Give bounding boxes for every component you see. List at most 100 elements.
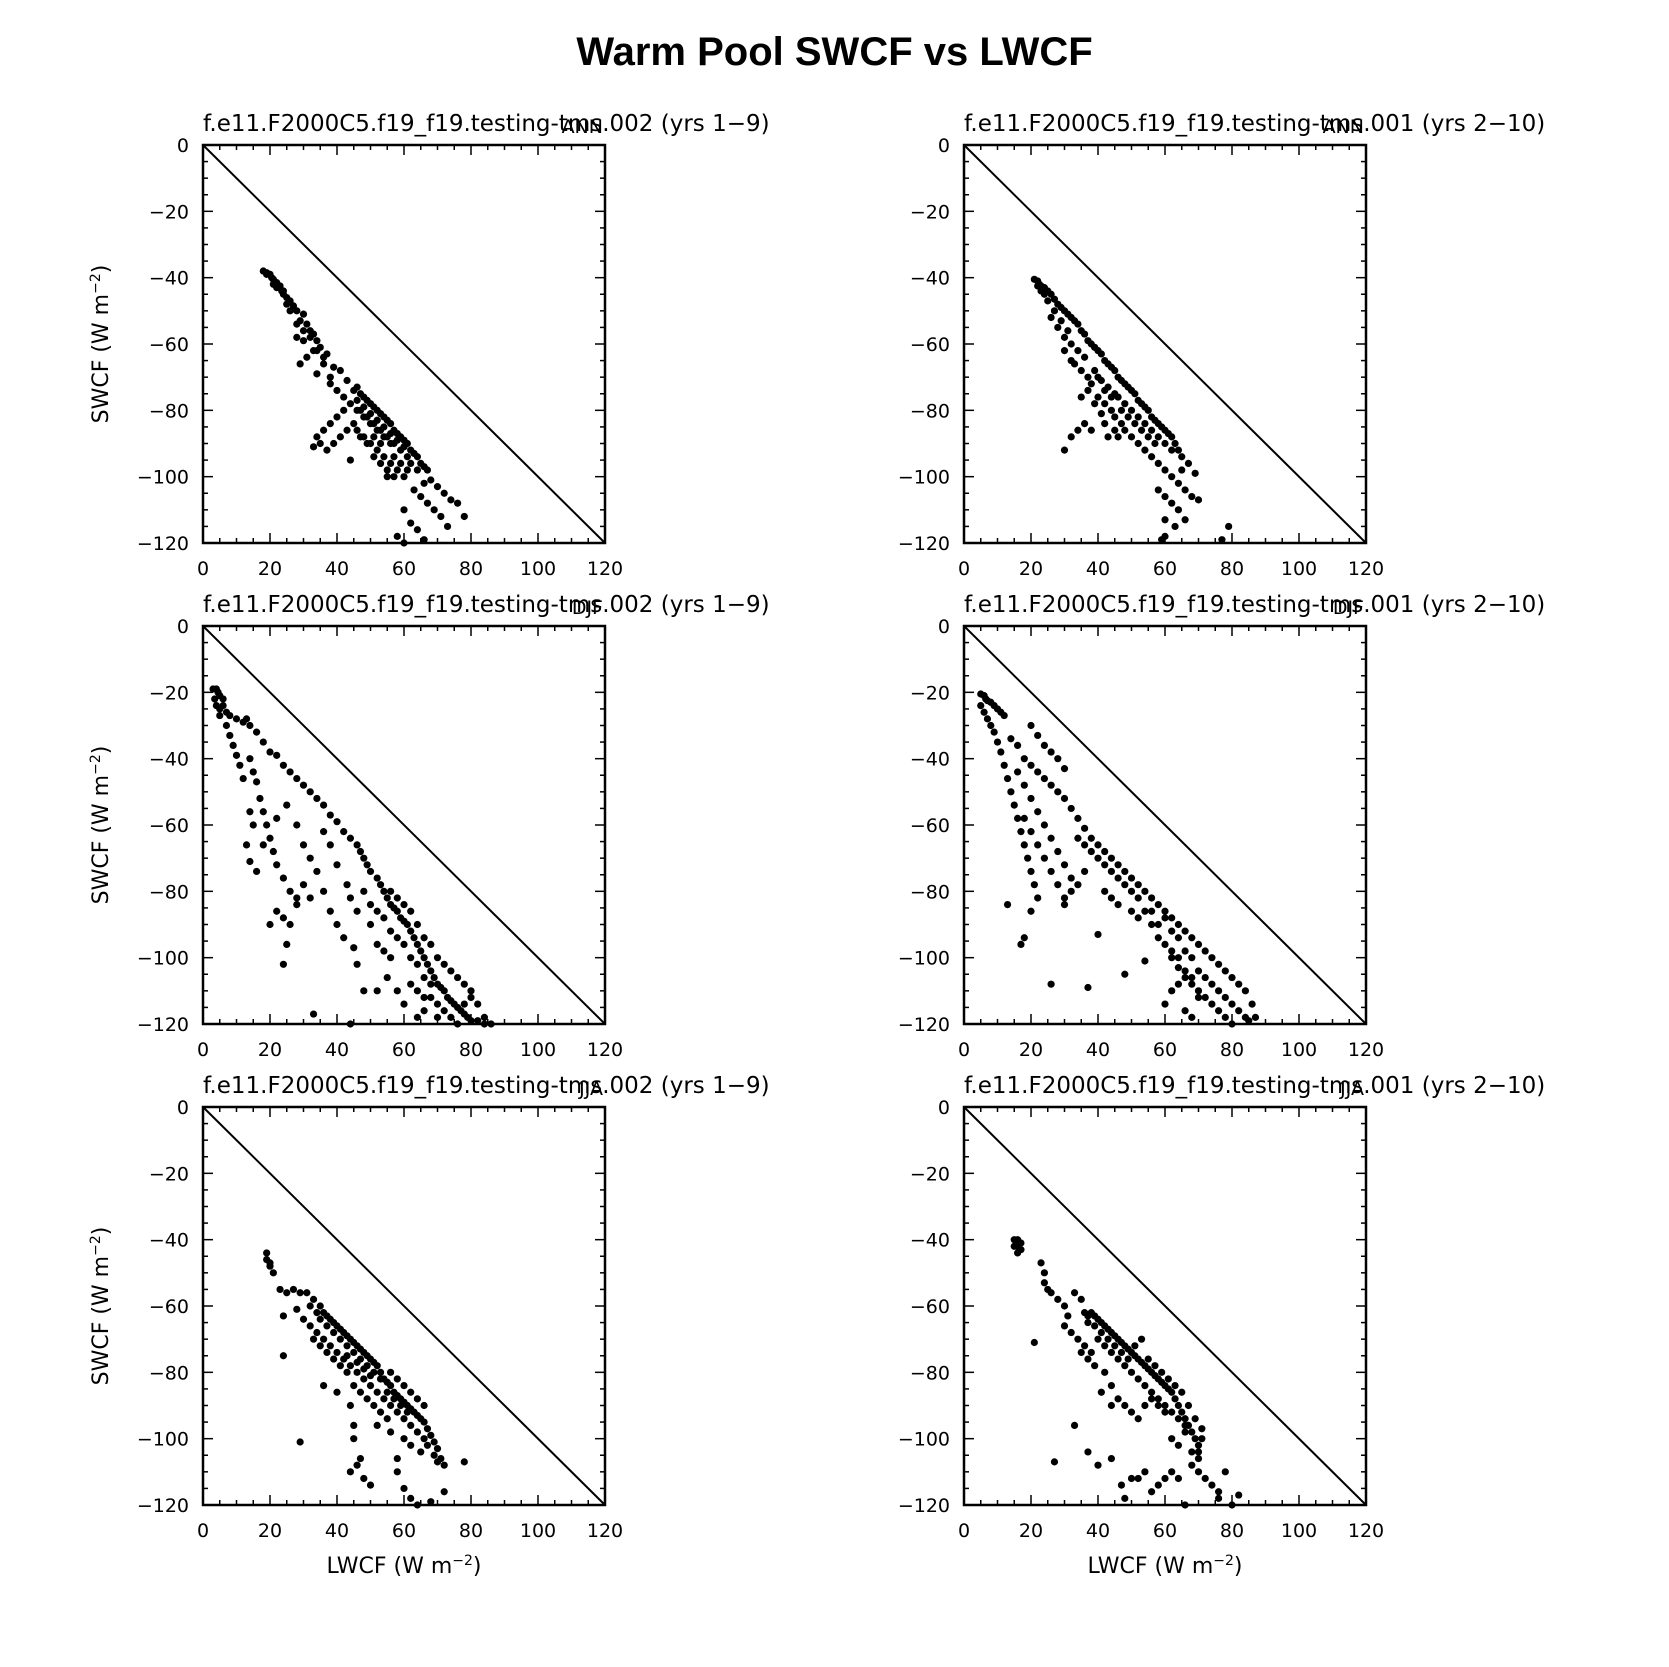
data-point — [413, 987, 421, 995]
y-tick-label: −40 — [910, 268, 950, 290]
data-point — [313, 347, 321, 355]
data-point — [390, 453, 398, 461]
data-point — [1208, 954, 1216, 962]
data-point — [387, 420, 395, 428]
data-point — [1060, 333, 1069, 341]
data-point — [313, 1309, 321, 1317]
y-tick-label: −40 — [910, 1230, 950, 1252]
y-axis-label: SWCF (W m−2) — [88, 265, 114, 424]
y-axis-label: SWCF (W m−2) — [88, 746, 114, 905]
x-tick-label: 120 — [587, 1520, 623, 1542]
data-point — [440, 1461, 448, 1469]
y-tick-label: −100 — [137, 467, 189, 489]
panel-djf-tms002: 0 20 40 60 80 100 120 0 −20 −40 −60 −80 −100 −120 f.e1… — [88, 592, 770, 1061]
reference-line — [963, 1106, 1367, 1506]
data-point — [1067, 887, 1075, 895]
data-point — [326, 841, 334, 849]
x-tick-label: 40 — [325, 1039, 349, 1061]
data-point — [1201, 1474, 1209, 1483]
y-tick-label: −120 — [898, 1014, 950, 1036]
data-point — [447, 967, 455, 975]
data-point — [1154, 1481, 1162, 1489]
data-point — [1127, 874, 1136, 882]
data-point — [1044, 297, 1052, 305]
data-point — [420, 993, 428, 1002]
data-point — [336, 433, 344, 441]
data-point — [1024, 854, 1032, 862]
data-point — [1141, 887, 1149, 895]
data-point — [1191, 469, 1199, 477]
data-point — [1191, 1415, 1199, 1423]
data-point — [293, 1305, 301, 1313]
data-point — [1060, 1322, 1069, 1330]
data-point — [320, 353, 328, 361]
data-point — [1057, 317, 1065, 325]
y-tick-label: −100 — [898, 467, 950, 489]
data-point — [430, 1451, 438, 1459]
data-point — [353, 960, 361, 968]
data-point — [1148, 907, 1156, 915]
data-point — [1215, 1494, 1223, 1502]
data-point — [366, 901, 375, 909]
data-point — [420, 479, 428, 487]
data-point — [1117, 1481, 1126, 1489]
data-point — [343, 1352, 351, 1360]
data-point — [1168, 987, 1176, 995]
data-point — [373, 1362, 381, 1370]
data-point — [286, 887, 294, 895]
panel-title: f.e11.F2000C5.f19_f19.testing-tms.001 (y… — [964, 1073, 1545, 1099]
data-point — [1020, 934, 1028, 942]
data-point — [289, 1285, 298, 1294]
data-point — [226, 731, 234, 740]
data-point — [1154, 901, 1162, 909]
x-tick-label: 120 — [1348, 1520, 1384, 1542]
data-point — [216, 711, 224, 720]
season-label: JJA — [578, 1078, 603, 1100]
reference-line — [202, 144, 606, 544]
data-point — [1194, 993, 1203, 1002]
data-point — [1101, 400, 1109, 408]
data-point — [1127, 1474, 1136, 1483]
x-tick-label: 0 — [197, 1039, 209, 1061]
data-point — [1228, 1000, 1236, 1008]
data-point — [320, 426, 328, 434]
data-point — [1194, 1441, 1203, 1449]
data-point — [283, 801, 291, 809]
data-point — [330, 1355, 338, 1363]
data-point — [343, 426, 351, 434]
data-point — [1087, 834, 1095, 842]
y-tick-label: −60 — [149, 334, 189, 356]
data-point — [1060, 1302, 1069, 1310]
data-point — [1054, 847, 1062, 856]
data-point — [1161, 1408, 1169, 1416]
data-point — [1181, 947, 1189, 955]
data-point — [263, 270, 271, 278]
data-point — [997, 748, 1005, 756]
data-point — [1047, 834, 1055, 842]
data-point — [232, 715, 241, 723]
panel-title: f.e11.F2000C5.f19_f19.testing-tms.002 (y… — [203, 111, 770, 137]
data-point — [333, 1348, 341, 1357]
x-tick-label: 0 — [197, 1520, 209, 1542]
data-point — [320, 360, 328, 368]
data-point — [316, 1342, 324, 1350]
data-point — [1235, 980, 1243, 988]
data-point — [1010, 801, 1018, 809]
data-point — [343, 881, 351, 889]
data-point — [407, 459, 415, 467]
data-point — [380, 887, 388, 895]
data-point — [1181, 486, 1189, 494]
data-point — [350, 944, 358, 952]
data-point — [1127, 887, 1136, 895]
x-tick-label: 120 — [1348, 1039, 1384, 1061]
data-point — [326, 380, 334, 388]
data-point — [403, 453, 411, 461]
data-point — [413, 1013, 421, 1021]
data-point — [427, 1498, 435, 1506]
data-point — [1121, 1362, 1129, 1370]
data-point — [460, 1000, 468, 1008]
x-tick-label: 80 — [459, 1039, 483, 1061]
data-point — [413, 466, 421, 474]
data-point — [420, 954, 428, 962]
data-point — [383, 1415, 391, 1423]
